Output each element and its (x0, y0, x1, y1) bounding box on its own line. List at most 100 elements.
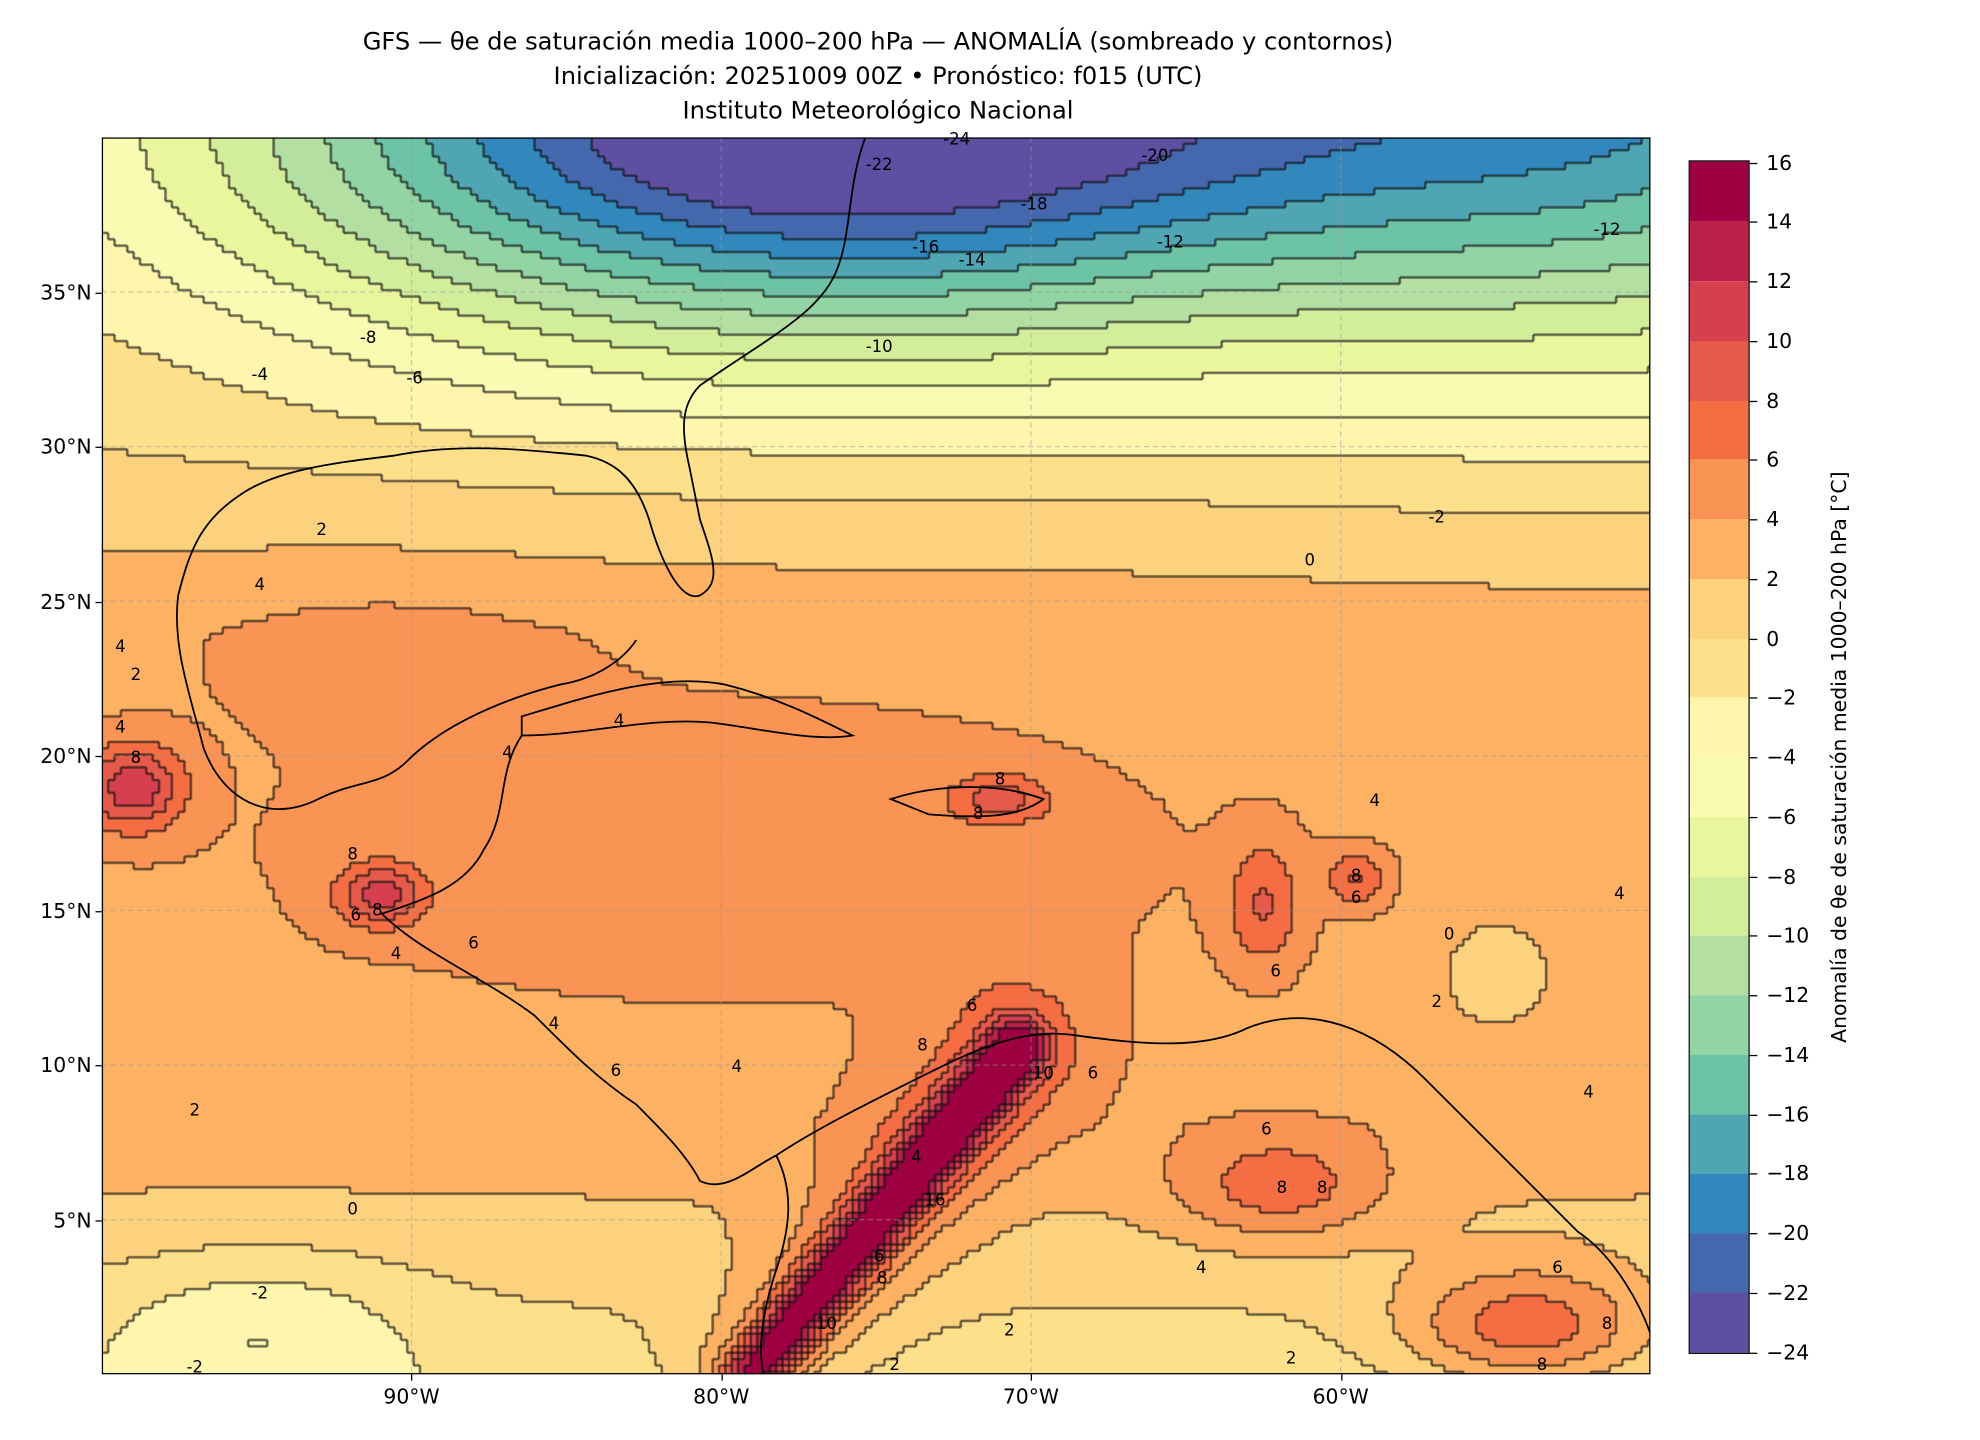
colorbar-band (1689, 756, 1749, 817)
contour-label: -10 (865, 338, 893, 358)
colorbar-tick-mark (1749, 1173, 1758, 1175)
contour-label: -2 (251, 1284, 269, 1304)
colorbar-band (1689, 994, 1749, 1055)
colorbar-band (1689, 637, 1749, 698)
colorbar-tick-mark (1749, 1292, 1758, 1294)
colorbar-band (1689, 1232, 1749, 1293)
contour-label: 6 (610, 1061, 622, 1081)
contour-label: 6 (1261, 1120, 1272, 1140)
x-tick-label: 70°W (1002, 1384, 1060, 1409)
contour-label: 8 (973, 805, 984, 825)
colorbar-band (1689, 1172, 1749, 1234)
colorbar-band (1689, 459, 1749, 520)
colorbar-tick-label: −8 (1766, 864, 1797, 889)
colorbar-tick-mark (1749, 697, 1758, 699)
colorbar-band (1689, 340, 1749, 401)
coastlines (176, 137, 1651, 1375)
y-tick-mark (95, 601, 102, 603)
contour-label: 10 (1032, 1064, 1054, 1084)
contour-label: 10 (816, 1315, 838, 1335)
colorbar-band (1689, 518, 1749, 579)
contour-label: 6 (1270, 962, 1281, 982)
contour-label: 4 (1583, 1083, 1594, 1103)
map-plot-area (101, 137, 1651, 1375)
colorbar-tick-mark (1749, 1114, 1758, 1116)
colorbar-tick-mark (1749, 1054, 1758, 1056)
colorbar-tick-label: −10 (1766, 923, 1810, 948)
colorbar-band (1689, 280, 1749, 341)
map-overlay (101, 137, 1651, 1375)
colorbar-band (1689, 578, 1749, 639)
contour-label: 8 (994, 771, 1006, 791)
colorbar-tick-label: −24 (1766, 1339, 1810, 1365)
contour-label: 8 (1601, 1315, 1613, 1335)
contour-label: 6 (966, 996, 978, 1016)
contour-label: 2 (1285, 1349, 1297, 1369)
coastline-south-america (775, 1017, 1651, 1334)
colorbar-tick-label: −20 (1766, 1220, 1810, 1246)
colorbar-tick-mark (1749, 578, 1758, 580)
contour-label: 8 (1316, 1179, 1328, 1199)
contour-label: -8 (359, 328, 377, 348)
anomaly-shading (101, 137, 1651, 1375)
colorbar-tick-mark (1749, 1352, 1758, 1354)
colorbar-tick-label: 2 (1766, 566, 1780, 591)
contour-label: 2 (130, 665, 142, 686)
x-tick-label: 90°W (383, 1384, 440, 1409)
contour-label: 0 (1304, 551, 1315, 571)
x-tick-mark (721, 1374, 723, 1381)
contour-label: 6 (873, 1247, 885, 1267)
colorbar-tick-mark (1749, 340, 1758, 342)
colorbar-tick-mark (1749, 638, 1758, 640)
contour-label: 0 (347, 1200, 358, 1220)
y-tick-mark (95, 292, 102, 294)
contour-label: 4 (115, 638, 126, 658)
colorbar-band (1689, 697, 1749, 758)
contour-label: 8 (130, 749, 142, 769)
colorbar-tick-mark (1749, 816, 1758, 818)
contour-label: 6 (1087, 1064, 1099, 1084)
colorbar-tick-label: −2 (1766, 685, 1797, 710)
y-tick-mark (95, 910, 102, 912)
colorbar-tick-label: 12 (1766, 269, 1793, 294)
colorbar-tick-label: −14 (1766, 1042, 1810, 1067)
contour-label: 8 (372, 900, 383, 921)
contour-label: 8 (1536, 1355, 1548, 1375)
contour-label: 2 (1004, 1321, 1015, 1341)
colorbar-tick-label: 6 (1766, 447, 1780, 472)
contour-label: 2 (189, 1101, 200, 1121)
colorbar-tick-mark (1749, 876, 1758, 878)
y-tick-label: 10°N (40, 1052, 92, 1078)
colorbar-band (1689, 875, 1749, 936)
gridlines (101, 137, 1651, 1375)
coastline-us-east (176, 137, 867, 810)
contour-label: 4 (613, 712, 625, 732)
contour-label: -18 (1020, 195, 1048, 215)
y-tick-mark (95, 755, 102, 758)
colorbar-band (1689, 161, 1749, 222)
title-line-2: Inicialización: 20251009 00Z • Pronóstic… (553, 62, 1203, 91)
y-tick-label: 35°N (40, 279, 92, 305)
contour-label: -12 (1156, 233, 1184, 253)
contour-label: -12 (1593, 220, 1621, 240)
contour-label: 2 (1431, 993, 1442, 1013)
colorbar-band (1689, 399, 1749, 460)
contour-label: -20 (1141, 146, 1169, 166)
y-tick-label: 30°N (40, 434, 92, 459)
colorbar-tick-label: 10 (1766, 328, 1793, 353)
colorbar-tick-label: −18 (1766, 1161, 1810, 1186)
colorbar-tick-label: 0 (1766, 626, 1780, 651)
colorbar (1688, 160, 1750, 1354)
contour-label: 4 (390, 944, 402, 964)
contour-label: 2 (889, 1355, 900, 1375)
contour-label: 6 (1552, 1259, 1563, 1279)
x-tick-mark (1340, 1374, 1342, 1381)
colorbar-band (1689, 1291, 1749, 1353)
colorbar-tick-mark (1749, 459, 1758, 461)
colorbar-band (1689, 934, 1749, 996)
contour-label: 8 (877, 1268, 888, 1288)
contour-label: 8 (1350, 866, 1362, 886)
colorbar-tick-label: −12 (1766, 983, 1810, 1008)
colorbar-tick-label: 8 (1766, 388, 1780, 413)
